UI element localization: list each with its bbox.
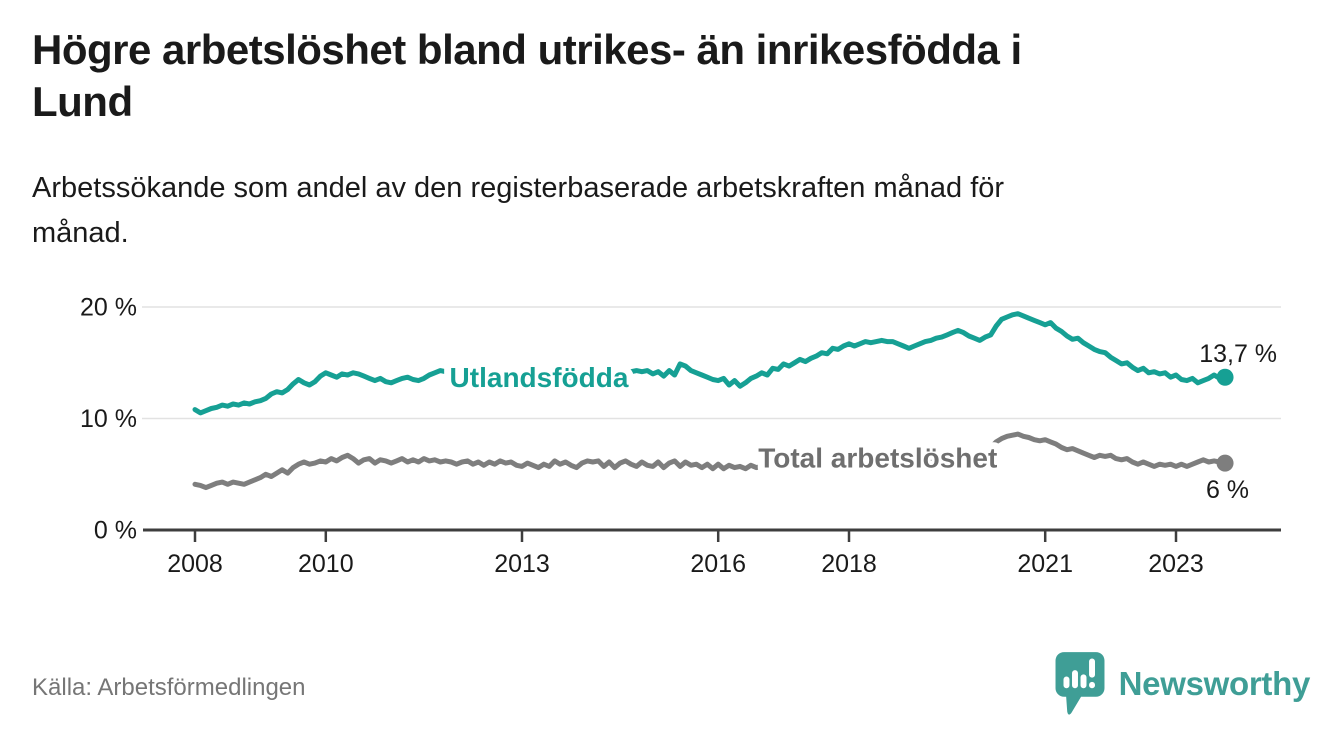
newsworthy-wordmark: Newsworthy [1118,665,1311,702]
newsworthy-logo: Newsworthy [1054,650,1310,718]
y-axis-tick-label: 0 % [94,517,137,545]
x-axis-tick-label: 2021 [1017,550,1073,578]
newsworthy-bubble-chart-icon [1055,652,1105,715]
x-axis-tick-label: 2008 [167,550,223,578]
series-end-dot [1216,368,1234,386]
x-axis-tick-label: 2016 [690,550,746,578]
x-axis-tick-label: 2023 [1148,550,1204,578]
series-line-total [192,431,1228,491]
y-axis-tick-label: 10 % [80,405,137,433]
x-axis-tick-label: 2013 [494,550,550,578]
series-inline-label: Utlandsfödda [450,362,629,393]
series-end-value-label: 13,7 % [1199,340,1277,368]
chart-subtitle: Arbetssökande som andel av den registerb… [32,172,1005,249]
x-axis-tick-label: 2010 [298,550,354,578]
series-line-utlandsfodda [192,311,1228,416]
y-axis-tick-label: 20 % [80,294,137,322]
page-title: Högre arbetslöshet bland utrikes- än inr… [32,26,1022,125]
series-end-dot [1216,454,1234,472]
source-note: Källa: Arbetsförmedlingen [32,674,306,701]
line-chart: 0 % 10 % 20 % 2008 2010 2013 2016 2018 2021 2023 1… [80,294,1281,578]
series-inline-label: Total arbetslöshet [758,443,997,474]
series-end-value-label: 6 % [1206,476,1249,504]
x-axis-tick-label: 2018 [821,550,877,578]
